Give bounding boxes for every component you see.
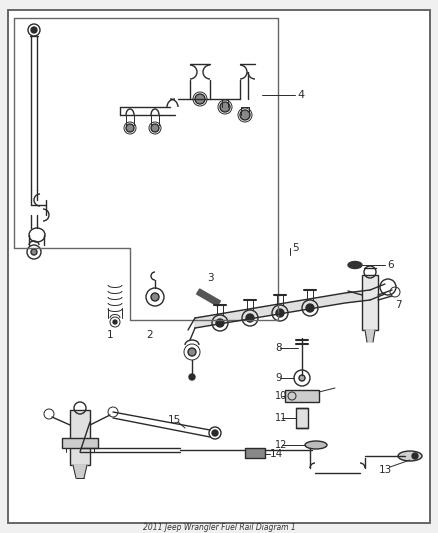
- Circle shape: [188, 348, 196, 356]
- Text: 13: 13: [378, 465, 392, 475]
- Bar: [245, 448, 265, 458]
- Circle shape: [31, 249, 37, 255]
- Bar: [362, 275, 378, 330]
- Circle shape: [151, 124, 159, 132]
- Text: 11: 11: [275, 413, 287, 423]
- Bar: [62, 438, 98, 448]
- Circle shape: [306, 304, 314, 312]
- Text: 6: 6: [387, 260, 394, 270]
- Circle shape: [220, 102, 230, 112]
- Circle shape: [412, 453, 418, 459]
- Circle shape: [276, 309, 284, 317]
- Text: 15: 15: [168, 415, 181, 425]
- Ellipse shape: [305, 441, 327, 449]
- Text: 10: 10: [275, 391, 287, 401]
- Ellipse shape: [398, 451, 422, 461]
- Text: 7: 7: [395, 300, 402, 310]
- Polygon shape: [197, 289, 220, 306]
- Circle shape: [216, 319, 224, 327]
- Circle shape: [151, 293, 159, 301]
- Circle shape: [240, 110, 250, 120]
- Bar: [285, 390, 319, 402]
- Text: 1: 1: [107, 330, 113, 340]
- Bar: [70, 410, 90, 465]
- Circle shape: [113, 320, 117, 324]
- Circle shape: [212, 430, 218, 436]
- Text: 8: 8: [275, 343, 282, 353]
- Circle shape: [299, 375, 305, 381]
- Text: 9: 9: [275, 373, 282, 383]
- Text: 2: 2: [147, 330, 153, 340]
- Circle shape: [31, 27, 37, 33]
- Circle shape: [126, 124, 134, 132]
- Text: 12: 12: [275, 440, 287, 450]
- Circle shape: [189, 374, 195, 380]
- Text: 3: 3: [207, 273, 213, 283]
- Text: 14: 14: [270, 449, 283, 459]
- Polygon shape: [365, 330, 375, 342]
- Polygon shape: [195, 290, 370, 328]
- Circle shape: [195, 94, 205, 104]
- Text: 2011 Jeep Wrangler Fuel Rail Diagram 1: 2011 Jeep Wrangler Fuel Rail Diagram 1: [143, 522, 295, 531]
- Text: 4: 4: [297, 90, 304, 100]
- Ellipse shape: [348, 262, 362, 269]
- Bar: [296, 408, 308, 428]
- Circle shape: [246, 314, 254, 322]
- Polygon shape: [73, 465, 87, 478]
- Text: 5: 5: [292, 243, 299, 253]
